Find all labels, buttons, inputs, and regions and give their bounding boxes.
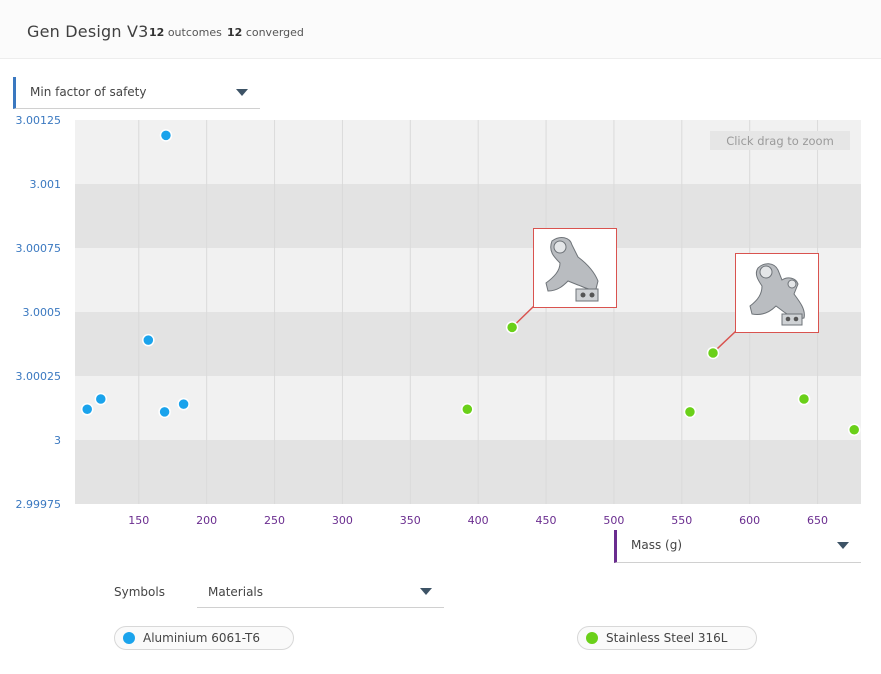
data-point[interactable]: [94, 392, 108, 406]
bracket-part-icon: [749, 263, 805, 326]
data-point[interactable]: [847, 423, 861, 437]
data-point[interactable]: [142, 333, 155, 347]
y-tick-label: 3.001: [30, 178, 62, 191]
symbols-label: Symbols: [114, 585, 165, 599]
bracket-part-icon: [545, 237, 599, 302]
data-point[interactable]: [505, 321, 519, 334]
outcomes-count: 12: [149, 26, 165, 39]
y-axis-selector[interactable]: Min factor of safety: [13, 77, 260, 109]
y-tick-label: 3.00125: [16, 114, 62, 127]
data-point[interactable]: [706, 346, 720, 360]
converged-stat: 12 converged: [227, 26, 304, 39]
page-title: Gen Design V3: [27, 22, 149, 41]
legend-label: Stainless Steel 316L: [606, 631, 728, 645]
x-tick-label: 400: [468, 514, 489, 527]
symbols-selector[interactable]: Materials: [197, 576, 444, 608]
y-axis-selector-label: Min factor of safety: [30, 85, 147, 99]
legend-item-aluminium[interactable]: Aluminium 6061-T6: [114, 626, 294, 650]
app-header: Gen Design V3 12 outcomes 12 converged: [0, 0, 881, 59]
legend-dot: [586, 632, 598, 644]
callout-line: [716, 330, 737, 350]
data-point[interactable]: [797, 392, 811, 406]
zoom-hint-box: [710, 131, 850, 150]
x-tick-label: 200: [196, 514, 217, 527]
x-tick-label: 300: [332, 514, 353, 527]
outcome-thumbnail[interactable]: [533, 228, 617, 308]
x-axis-selector-label: Mass (g): [631, 538, 683, 552]
grid-band: [75, 184, 861, 248]
x-tick-label: 150: [128, 514, 149, 527]
data-point[interactable]: [683, 405, 697, 419]
symbols-selector-label: Materials: [208, 585, 264, 599]
converged-count: 12: [227, 26, 243, 39]
outcomes-label: outcomes: [167, 26, 222, 39]
data-point[interactable]: [159, 129, 173, 142]
data-point[interactable]: [177, 397, 190, 411]
y-tick-label: 3: [54, 434, 61, 447]
data-point[interactable]: [158, 405, 171, 419]
x-axis-selector[interactable]: Mass (g): [614, 530, 861, 563]
y-tick-label: 2.99975: [16, 498, 62, 511]
x-tick-label: 600: [739, 514, 760, 527]
x-tick-label: 650: [807, 514, 828, 527]
x-tick-label: 500: [603, 514, 624, 527]
grid-band: [75, 312, 861, 376]
chevron-down-icon[interactable]: [837, 542, 849, 549]
outcomes-stat: 12 outcomes: [149, 26, 222, 39]
y-tick-label: 3.00075: [16, 242, 62, 255]
callout-line: [515, 305, 535, 324]
x-tick-label: 350: [400, 514, 421, 527]
legend-item-stainless[interactable]: Stainless Steel 316L: [577, 626, 757, 650]
data-point[interactable]: [461, 403, 474, 416]
outcome-thumbnail[interactable]: [735, 253, 819, 333]
zoom-hint: Click drag to zoom: [726, 134, 834, 148]
data-point[interactable]: [80, 403, 94, 416]
y-tick-label: 3.00025: [16, 370, 62, 383]
grid-band: [75, 440, 861, 504]
legend-dot: [123, 632, 135, 644]
legend-label: Aluminium 6061-T6: [143, 631, 260, 645]
chevron-down-icon[interactable]: [420, 588, 432, 595]
converged-label: converged: [245, 26, 304, 39]
chevron-down-icon[interactable]: [236, 89, 248, 96]
y-tick-label: 3.0005: [23, 306, 62, 319]
x-tick-label: 250: [264, 514, 285, 527]
x-tick-label: 450: [536, 514, 557, 527]
x-tick-label: 550: [671, 514, 692, 527]
